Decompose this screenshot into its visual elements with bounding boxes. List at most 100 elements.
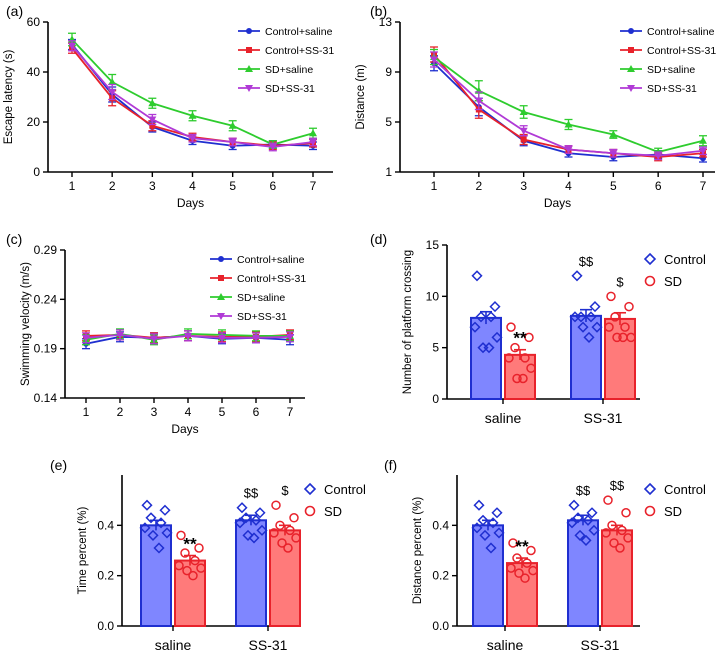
legend-marker [218,275,224,281]
data-point [285,525,295,536]
series-line [433,62,704,160]
data-point [487,517,499,529]
data-point [275,520,285,531]
data-point [430,56,438,64]
data-point [506,322,516,332]
legend-marker [643,252,657,266]
x-tick-label: saline [485,410,522,426]
data-point [574,529,586,541]
x-tick-label: saline [487,637,524,653]
data-point [520,136,527,143]
bar [174,559,206,627]
data-point [194,543,204,553]
x-tick-label: 3 [151,405,158,419]
legend-label: Control+SS-31 [265,45,334,57]
data-point [618,332,628,343]
x-tick-label: 2 [117,405,124,419]
data-point [471,522,483,534]
data-point [286,333,294,341]
data-point [609,150,618,158]
legend-marker [628,47,634,53]
significance-label: $ [281,483,289,498]
data-point [654,152,663,160]
legend-label: Control+SS-31 [647,45,716,57]
data-point [568,499,580,511]
panel-label: (c) [6,231,22,247]
legend-marker [246,28,252,34]
data-point [577,321,589,333]
data-point [506,563,516,573]
data-point [116,331,124,339]
legend-label: SD+SS-31 [237,311,287,323]
bar [506,562,538,627]
data-point [108,89,117,96]
y-tick-label: 20 [27,115,41,129]
data-point [471,270,483,282]
data-point [291,533,301,543]
significance-label: $ [616,274,624,289]
x-tick-label: 6 [253,405,260,419]
y-tick-label: 10 [426,289,440,303]
y-tick-label: 0 [432,392,439,406]
data-point [190,555,200,566]
data-point [228,139,237,146]
data-point [564,120,573,128]
data-point [182,565,192,576]
legend-marker [628,28,634,34]
data-point [571,270,583,282]
data-point [604,322,614,332]
legend-label: Control [324,482,366,497]
legend-label: SD+saline [265,64,313,76]
legend-marker [218,256,224,262]
x-tick-label: 6 [269,179,276,193]
x-tick-label: 5 [610,179,617,193]
data-point [475,311,487,323]
data-point [148,116,157,124]
data-point [479,529,491,541]
data-point [148,99,157,107]
data-point [474,97,483,105]
legend-label: Control [664,252,706,267]
legend-label: SD+saline [237,292,285,304]
data-point [512,373,522,384]
data-point [601,528,611,538]
data-point [161,527,173,539]
data-point [184,332,192,340]
data-point [615,543,625,553]
x-tick-label: 7 [700,179,707,193]
x-tick-label: SS-31 [249,637,288,653]
panel-label: (b) [370,3,387,19]
data-point [489,301,501,313]
legend-marker [644,275,656,287]
data-point [617,525,627,536]
y-axis-label: Escape latency (s) [3,50,15,145]
y-tick-label: 0.14 [34,391,58,405]
data-point [606,291,616,302]
data-point [588,524,600,536]
data-point [585,311,597,323]
data-point [188,570,198,581]
data-point [519,127,528,135]
series-line [71,47,314,147]
data-point [159,504,171,516]
y-tick-label: 15 [426,238,440,252]
data-point [82,334,90,342]
y-tick-label: 0.19 [34,342,58,356]
data-point [196,563,206,573]
data-point [569,311,581,323]
data-point [491,507,503,519]
legend-marker [644,505,656,517]
data-point [309,139,317,146]
significance-label: $$ [244,486,259,501]
data-point [510,342,520,353]
data-point [526,545,536,556]
x-tick-label: 7 [287,405,294,419]
legend-marker [627,65,635,72]
y-tick-label: 0.4 [432,518,449,532]
data-point [469,321,481,333]
data-point [141,499,153,511]
y-tick-label: 5 [385,115,392,129]
legend-marker [217,293,225,300]
data-point [583,331,595,343]
significance-label: ** [515,537,529,556]
